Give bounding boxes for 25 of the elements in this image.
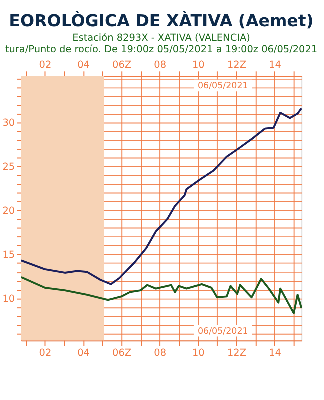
x-tick-label: 08 — [154, 60, 167, 71]
x-tick-label: 06Z — [112, 60, 132, 71]
x2-tick-label: 08 — [154, 348, 167, 359]
annotation: 06/05/2021 — [198, 326, 248, 337]
x-tick-label: 12Z — [227, 60, 247, 71]
x2-tick-label: 12Z — [227, 348, 247, 359]
chart-title: EOROLÒGICA DE XÀTIVA (Aemet) — [9, 10, 314, 30]
y-tick-label: 10 — [2, 294, 16, 305]
y-tick-label: 25 — [2, 162, 16, 173]
x2-tick-label: 04 — [78, 348, 90, 359]
x2-tick-label: 06Z — [112, 348, 132, 359]
y-tick-label: 15 — [2, 250, 16, 261]
x2-tick-label: 10 — [192, 348, 205, 359]
annotation: 06/05/2021 — [198, 82, 248, 92]
x2-tick-label: 14 — [269, 348, 282, 359]
x-tick-label: 14 — [269, 60, 282, 71]
x-tick-label: 04 — [78, 60, 90, 71]
y-tick-label: 20 — [2, 206, 16, 217]
x-tick-label: 02 — [39, 60, 52, 71]
line-series — [20, 276, 303, 314]
line-series — [20, 108, 303, 286]
x2-tick-label: 02 — [39, 348, 52, 359]
x-tick-label: 10 — [192, 60, 205, 71]
chart-subtitle: Estación 8293X - XATIVA (VALENCIA) tura/Punto de rocío. De 19:00z 05/05/2021 a 19:00z 06/05/2021 — [5, 33, 318, 56]
y-tick-label: 30 — [2, 118, 16, 130]
